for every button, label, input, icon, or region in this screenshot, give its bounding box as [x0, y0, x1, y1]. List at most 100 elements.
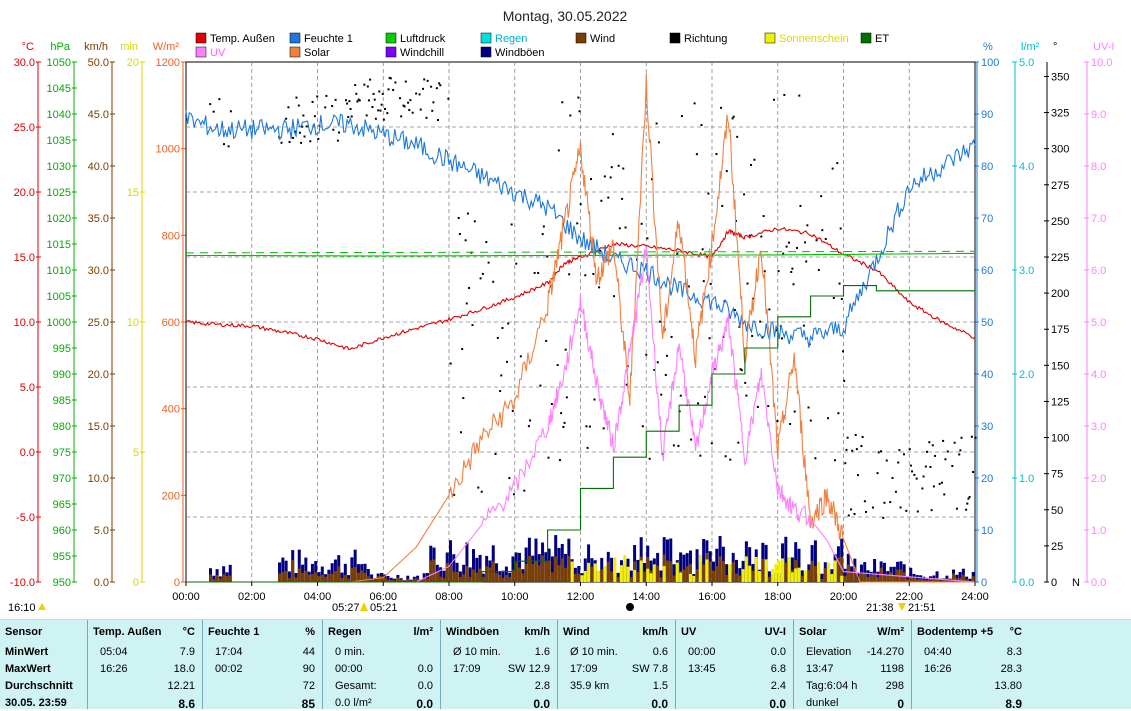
axis-tick-label: 1015	[47, 239, 71, 251]
direction-dot	[690, 438, 693, 441]
cell-value: 44	[302, 646, 315, 658]
wind-bar	[373, 579, 377, 582]
direction-dot	[431, 109, 434, 112]
cell-value: 1.6	[534, 646, 550, 658]
direction-dot	[403, 105, 406, 108]
legend-swatch	[669, 32, 681, 44]
wind-bar	[472, 569, 476, 582]
wind-bar	[922, 579, 926, 582]
wind-bar	[738, 575, 742, 582]
direction-dot	[501, 327, 504, 330]
column-header: Bodentemp +5	[917, 626, 994, 638]
direction-dot	[781, 337, 784, 340]
direction-dot	[384, 107, 387, 110]
cell-label: 17:09	[570, 663, 598, 675]
wind-bar	[928, 579, 932, 582]
direction-dot	[404, 80, 407, 83]
direction-dot	[710, 442, 713, 445]
axis-tick-label: 25.0	[14, 122, 35, 134]
axis-tick-label: 5.0	[1091, 317, 1106, 329]
legend-label: Windchill	[400, 47, 444, 59]
sunshine-bar	[790, 572, 794, 582]
cell-label: 17:09	[453, 663, 481, 675]
sunshine-bar	[639, 560, 643, 582]
direction-dot	[287, 106, 290, 109]
sunshine-bar	[698, 554, 702, 582]
row-label: MinWert	[5, 646, 49, 658]
direction-dot	[921, 487, 924, 490]
wind-bar	[590, 566, 594, 582]
wind-bar	[376, 576, 380, 582]
right-axes: %1009080706050403020100l/m²5.04.03.02.01…	[974, 41, 1114, 589]
wind-bar	[468, 576, 472, 582]
gust-bar	[636, 559, 640, 582]
wind-bar	[708, 561, 712, 582]
cell-label: Ø 10 min.	[570, 646, 618, 658]
direction-dot	[579, 203, 582, 206]
wind-bar	[905, 578, 909, 582]
axis-tick-label: 1.0	[1091, 525, 1106, 537]
wind-bar	[820, 579, 824, 582]
gust-bar	[873, 559, 877, 582]
direction-dot	[481, 272, 484, 275]
wind-bar	[393, 580, 397, 582]
direction-dot	[851, 449, 854, 452]
wind-bar	[547, 560, 551, 582]
direction-dot	[317, 137, 320, 140]
direction-dot	[790, 270, 793, 273]
direction-dot	[462, 397, 465, 400]
direction-dot	[303, 135, 306, 138]
direction-dot	[850, 508, 853, 511]
direction-dot	[523, 489, 526, 492]
direction-dot	[805, 260, 808, 263]
column-unit: °C	[182, 626, 195, 638]
axis-tick-label: 275	[1051, 180, 1069, 192]
axis-tick-label: 3.0	[1019, 265, 1034, 277]
direction-dot	[775, 329, 778, 332]
axis-tick-label: 125	[1051, 396, 1069, 408]
axis-tick-label: 200	[1051, 288, 1069, 300]
gust-bar	[679, 552, 683, 582]
direction-dot	[776, 420, 779, 423]
direction-dot	[743, 193, 746, 196]
wind-bar	[800, 575, 804, 582]
direction-dots	[209, 76, 977, 519]
direction-dot	[607, 196, 610, 199]
cell-value: 0.0	[769, 697, 786, 711]
wind-bar	[695, 569, 699, 582]
wind-bar	[560, 558, 564, 582]
cell-value: 0	[897, 697, 904, 711]
direction-dot	[972, 470, 975, 473]
axis-tick-label: 975	[53, 447, 71, 459]
direction-dot	[899, 506, 902, 509]
sunshine-bar	[840, 575, 844, 582]
direction-dot	[610, 166, 613, 169]
x-tick-label: 06:00	[369, 591, 397, 603]
direction-dot	[877, 451, 880, 454]
direction-dot	[464, 239, 467, 242]
gust-bar	[370, 574, 374, 582]
cell-label: 17:04	[215, 646, 243, 658]
column-unit: l/m²	[413, 626, 433, 638]
gust-bar	[629, 570, 633, 582]
direction-dot	[891, 476, 894, 479]
axis-tick-label: 970	[53, 473, 71, 485]
direction-dot	[432, 101, 435, 104]
sunshine-bar	[692, 575, 696, 582]
direction-dot	[731, 117, 734, 120]
axis-tick-label: 30.0	[14, 57, 35, 69]
table-column: Feuchte 1% 17:04 44 00:02 90 72 85	[202, 620, 323, 711]
cell-value: 8.3	[1006, 646, 1022, 658]
column-header: Regen	[328, 626, 362, 638]
direction-dot	[664, 374, 667, 377]
wind-bar	[228, 575, 232, 582]
direction-dot	[537, 271, 540, 274]
series-line	[185, 110, 976, 348]
direction-dot	[876, 472, 879, 475]
gust-bar	[695, 549, 699, 582]
axis-tick-label: 965	[53, 499, 71, 511]
direction-dot	[609, 176, 612, 179]
table-column: Regen l/m² 0 min. 00:00 0.0 Gesamt: 0.0 0.0 l/m…	[322, 620, 441, 711]
direction-dot	[298, 131, 301, 134]
wind-bar	[665, 560, 669, 582]
